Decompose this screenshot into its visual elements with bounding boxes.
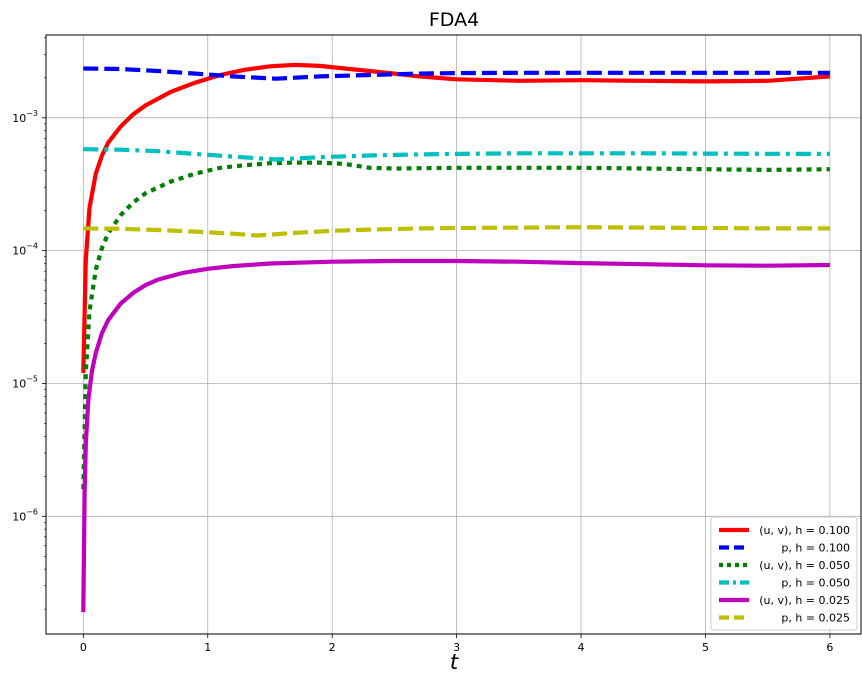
series-line-1 — [81, 62, 831, 373]
x-tick-label: 6 — [826, 641, 833, 654]
legend-label: p, h = 0.025 — [781, 612, 850, 625]
plot-frame — [45, 34, 862, 635]
y-tick-label: 10−4 — [12, 242, 38, 258]
series-layer — [81, 62, 831, 613]
legend: (u, v), h = 0.100 p, h = 0.100 (u, v), h =… — [710, 516, 858, 631]
legend-label: (u, v), h = 0.100 — [759, 524, 850, 537]
x-axis: 0 1 2 3 4 5 6 — [80, 634, 833, 654]
y-tick-label: 10−6 — [12, 507, 38, 523]
series-line-5 — [81, 258, 830, 613]
x-tick-label: 5 — [702, 641, 709, 654]
x-axis-label: t — [450, 650, 459, 674]
x-tick-label: 3 — [453, 641, 460, 654]
x-tick-label: 0 — [80, 641, 87, 654]
legend-label: (u, v), h = 0.025 — [759, 594, 850, 607]
y-tick-label: 10−5 — [12, 374, 38, 390]
series-line-6 — [83, 225, 830, 238]
series-line-3 — [81, 160, 830, 490]
x-tick-label: 2 — [329, 641, 336, 654]
legend-label: (u, v), h = 0.050 — [759, 559, 850, 572]
legend-label: p, h = 0.050 — [781, 577, 850, 590]
series-line-2 — [83, 66, 830, 81]
x-tick-label: 4 — [578, 641, 585, 654]
grid — [46, 35, 861, 634]
y-tick-label: 10−3 — [12, 109, 38, 125]
chart-title: FDA4 — [429, 9, 479, 31]
x-tick-label: 1 — [204, 641, 211, 654]
series-line-4 — [83, 147, 830, 162]
y-axis: 10−6 10−5 10−4 10−3 — [12, 37, 46, 610]
legend-label: p, h = 0.100 — [781, 542, 850, 555]
